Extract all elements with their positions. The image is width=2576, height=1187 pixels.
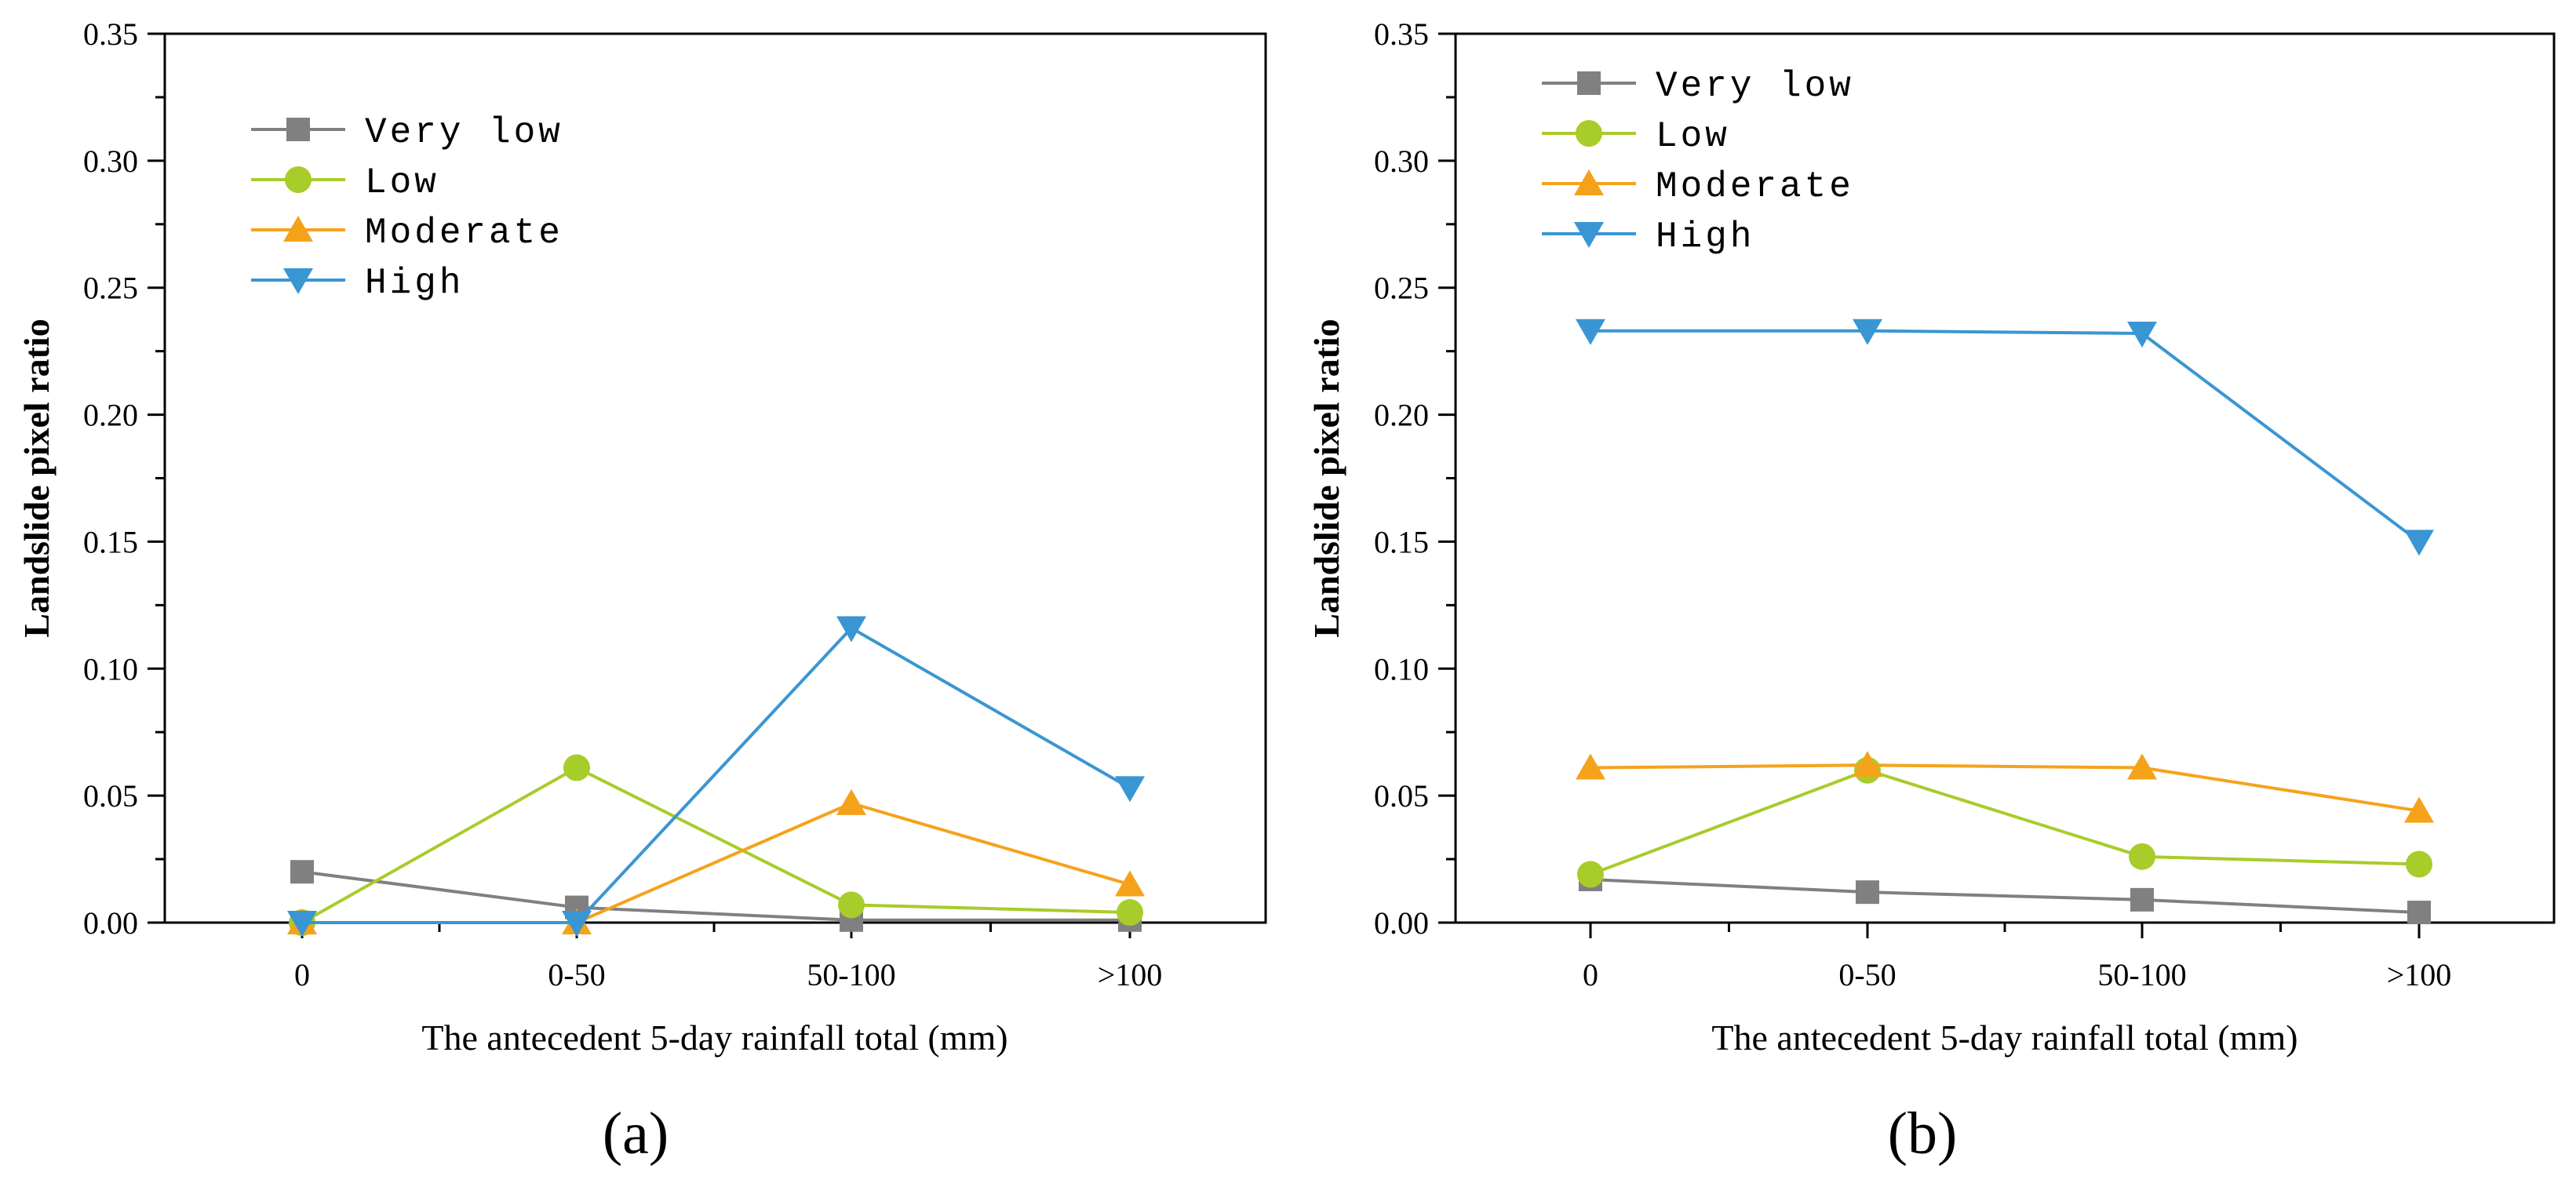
series-line bbox=[1590, 329, 2421, 544]
legend-marker bbox=[1577, 71, 1601, 95]
data-point bbox=[2404, 530, 2434, 556]
x-tick-label: 0 bbox=[294, 957, 310, 992]
series-line bbox=[302, 625, 1131, 924]
y-tick-label: 0.00 bbox=[1374, 905, 1429, 941]
y-tick-label: 0.25 bbox=[1374, 271, 1429, 306]
series-line bbox=[301, 766, 1131, 924]
y-axis-label: Landslide pixel ratio bbox=[16, 319, 56, 637]
y-tick-label: 0.30 bbox=[83, 144, 138, 179]
panel-label: (b) bbox=[1888, 1101, 1958, 1167]
panel-a: 0.00 0.05 0.10 0.15 0.20 0.25 0.30 0.35 0 0-50 50-… bbox=[16, 16, 1267, 1167]
x-tick-label: >100 bbox=[1098, 957, 1163, 992]
data-point bbox=[1117, 899, 1143, 927]
y-axis-label: Landslide pixel ratio bbox=[1306, 319, 1346, 637]
legend-marker bbox=[1576, 120, 1602, 147]
y-tick-label: 0.15 bbox=[83, 524, 138, 559]
series-moderate bbox=[1576, 751, 2434, 823]
y-tick-label: 0.05 bbox=[83, 778, 138, 814]
series-line bbox=[301, 870, 1130, 922]
legend-marker bbox=[285, 166, 312, 193]
legend-label: Low bbox=[1656, 116, 1730, 157]
legend-entry: High bbox=[251, 263, 464, 304]
y-tick-label: 0.00 bbox=[83, 905, 138, 941]
legend-entry: High bbox=[1542, 217, 1754, 257]
x-tick-label: 50-100 bbox=[2097, 957, 2186, 992]
data-point bbox=[1853, 319, 1882, 345]
data-point bbox=[2404, 796, 2434, 823]
data-point bbox=[1856, 880, 1879, 905]
y-tick-label: 0.20 bbox=[1374, 398, 1429, 433]
series-line bbox=[1590, 763, 2420, 813]
legend-entry: Very low bbox=[251, 112, 563, 153]
legend-marker bbox=[286, 118, 310, 141]
data-point bbox=[2407, 901, 2431, 925]
x-tick-label: 0-50 bbox=[548, 957, 605, 992]
series-very-low bbox=[1579, 867, 2431, 925]
y-tick-label: 0.10 bbox=[83, 651, 138, 686]
y-tick-label: 0.05 bbox=[1374, 778, 1429, 814]
data-point bbox=[1577, 861, 1604, 888]
legend-label: Low bbox=[365, 162, 439, 203]
series-low bbox=[289, 754, 1143, 936]
legend-entry: Very low bbox=[1542, 66, 1854, 107]
series-high bbox=[287, 616, 1145, 937]
y-tick-label: 0.35 bbox=[1374, 16, 1429, 52]
legend-marker bbox=[1574, 222, 1604, 248]
data-point bbox=[1576, 753, 1605, 780]
series-line bbox=[1590, 877, 2420, 915]
y-tick-label: 0.30 bbox=[1374, 144, 1429, 179]
y-tick-label: 0.20 bbox=[83, 398, 138, 433]
data-point bbox=[563, 754, 590, 781]
legend-label: Moderate bbox=[365, 213, 563, 253]
series-line bbox=[1590, 768, 2420, 876]
legend-entry: Moderate bbox=[251, 213, 563, 253]
data-point bbox=[2130, 887, 2154, 912]
legend-entry: Low bbox=[1542, 116, 1730, 157]
x-tick-label: 0 bbox=[1583, 957, 1598, 992]
legend-entry: Low bbox=[251, 162, 439, 203]
data-point bbox=[1115, 776, 1145, 803]
data-point bbox=[1853, 751, 1882, 777]
data-point bbox=[2406, 850, 2432, 878]
series-high bbox=[1576, 319, 2434, 556]
data-point bbox=[838, 891, 865, 919]
data-point bbox=[836, 616, 866, 643]
legend-label: Very low bbox=[1656, 66, 1854, 107]
panel-b: 0.00 0.05 0.10 0.15 0.20 0.25 0.30 0.35 0 0-50 50-… bbox=[1306, 16, 2556, 1167]
data-point bbox=[2129, 843, 2155, 870]
x-tick-label: 0-50 bbox=[1838, 957, 1896, 992]
data-point bbox=[1576, 319, 1605, 345]
x-axis-label: The antecedent 5-day rainfall total (mm) bbox=[1711, 1018, 2297, 1058]
data-point bbox=[2127, 753, 2157, 780]
plot-frame bbox=[1454, 32, 2556, 924]
data-point bbox=[1115, 870, 1145, 897]
plot-frame bbox=[163, 32, 1267, 924]
y-tick-label: 0.25 bbox=[83, 271, 138, 306]
x-axis-label: The antecedent 5-day rainfall total (mm) bbox=[421, 1018, 1007, 1058]
legend-entry: Moderate bbox=[1542, 166, 1854, 207]
data-point bbox=[2127, 321, 2157, 348]
legend-label: Moderate bbox=[1656, 166, 1854, 207]
data-point bbox=[836, 788, 866, 815]
panel-label: (a) bbox=[603, 1101, 669, 1167]
legend-label: High bbox=[365, 263, 464, 304]
legend-marker bbox=[283, 216, 313, 242]
y-tick-label: 0.15 bbox=[1374, 524, 1429, 559]
legend-marker bbox=[283, 268, 313, 294]
legend-label: High bbox=[1656, 217, 1754, 257]
legend-label: Very low bbox=[365, 112, 563, 153]
y-tick-label: 0.35 bbox=[83, 16, 138, 52]
y-tick-label: 0.10 bbox=[1374, 651, 1429, 686]
legend-marker bbox=[1574, 169, 1604, 195]
data-point bbox=[287, 911, 317, 937]
series-line bbox=[302, 801, 1131, 924]
series-low bbox=[1577, 756, 2432, 888]
data-point bbox=[290, 860, 314, 884]
data-point bbox=[562, 911, 592, 937]
x-tick-label: 50-100 bbox=[807, 957, 895, 992]
x-tick-label: >100 bbox=[2387, 957, 2452, 992]
